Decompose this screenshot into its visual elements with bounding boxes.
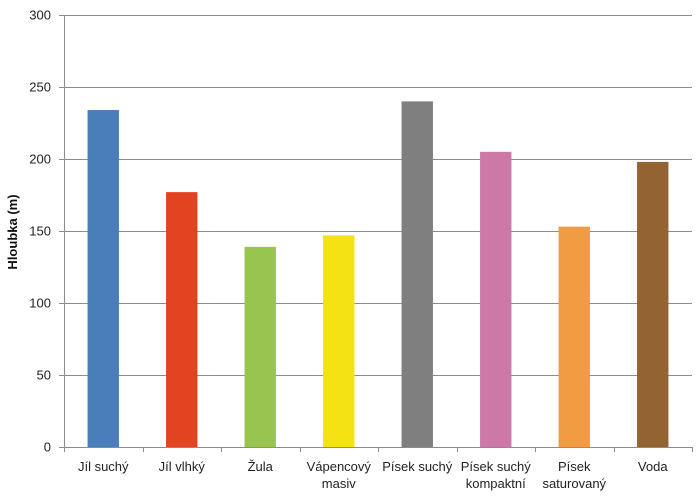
x-tick-label: Voda [638, 459, 668, 474]
bar [87, 110, 119, 447]
bar [244, 246, 276, 447]
x-tick-label: Žula [248, 459, 274, 474]
y-tick-label: 100 [29, 296, 51, 311]
x-tick-label: Písek suchý [461, 459, 532, 474]
x-tick-label: saturovaný [542, 476, 606, 491]
y-tick-label: 300 [29, 8, 51, 23]
labels: 0 50 100 150 200 250 300 Jíl suchý Jíl vlhký Žula… [29, 8, 668, 492]
y-tick-label: 0 [44, 440, 51, 455]
x-tick-label: masiv [322, 476, 356, 491]
bars [87, 101, 669, 448]
bar [323, 235, 355, 447]
x-tick-label: Písek [558, 459, 591, 474]
axes [59, 15, 693, 452]
x-tick-label: Jíl suchý [78, 459, 129, 474]
bar [401, 101, 433, 448]
x-tick-label: Vápencový [307, 459, 372, 474]
gridlines [64, 15, 692, 376]
y-tick-label: 150 [29, 224, 51, 239]
bar [637, 161, 669, 447]
x-tick-label: kompaktní [466, 476, 526, 491]
x-tick-label: Jíl vlhký [159, 459, 206, 474]
x-tick-label: Písek suchý [382, 459, 453, 474]
y-tick-label: 200 [29, 152, 51, 167]
y-axis-title: Hloubka (m) [5, 194, 20, 269]
y-tick-label: 50 [37, 368, 51, 383]
bar [480, 151, 512, 448]
y-tick-label: 250 [29, 80, 51, 95]
bar [558, 226, 590, 447]
bar [166, 192, 198, 447]
